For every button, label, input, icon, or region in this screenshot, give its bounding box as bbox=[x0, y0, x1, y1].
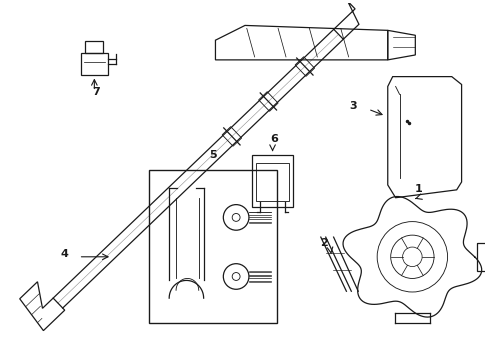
Text: 5: 5 bbox=[209, 150, 217, 160]
Text: 4: 4 bbox=[61, 249, 69, 259]
Text: 1: 1 bbox=[413, 184, 421, 194]
Bar bbox=[81, 53, 108, 75]
Text: 2: 2 bbox=[319, 238, 327, 248]
Bar bbox=[255, 163, 289, 201]
Bar bbox=[149, 170, 277, 323]
Text: 7: 7 bbox=[92, 87, 100, 97]
Bar bbox=[251, 156, 293, 207]
Bar bbox=[85, 41, 103, 53]
Text: 6: 6 bbox=[270, 134, 278, 144]
Text: 3: 3 bbox=[349, 101, 356, 111]
